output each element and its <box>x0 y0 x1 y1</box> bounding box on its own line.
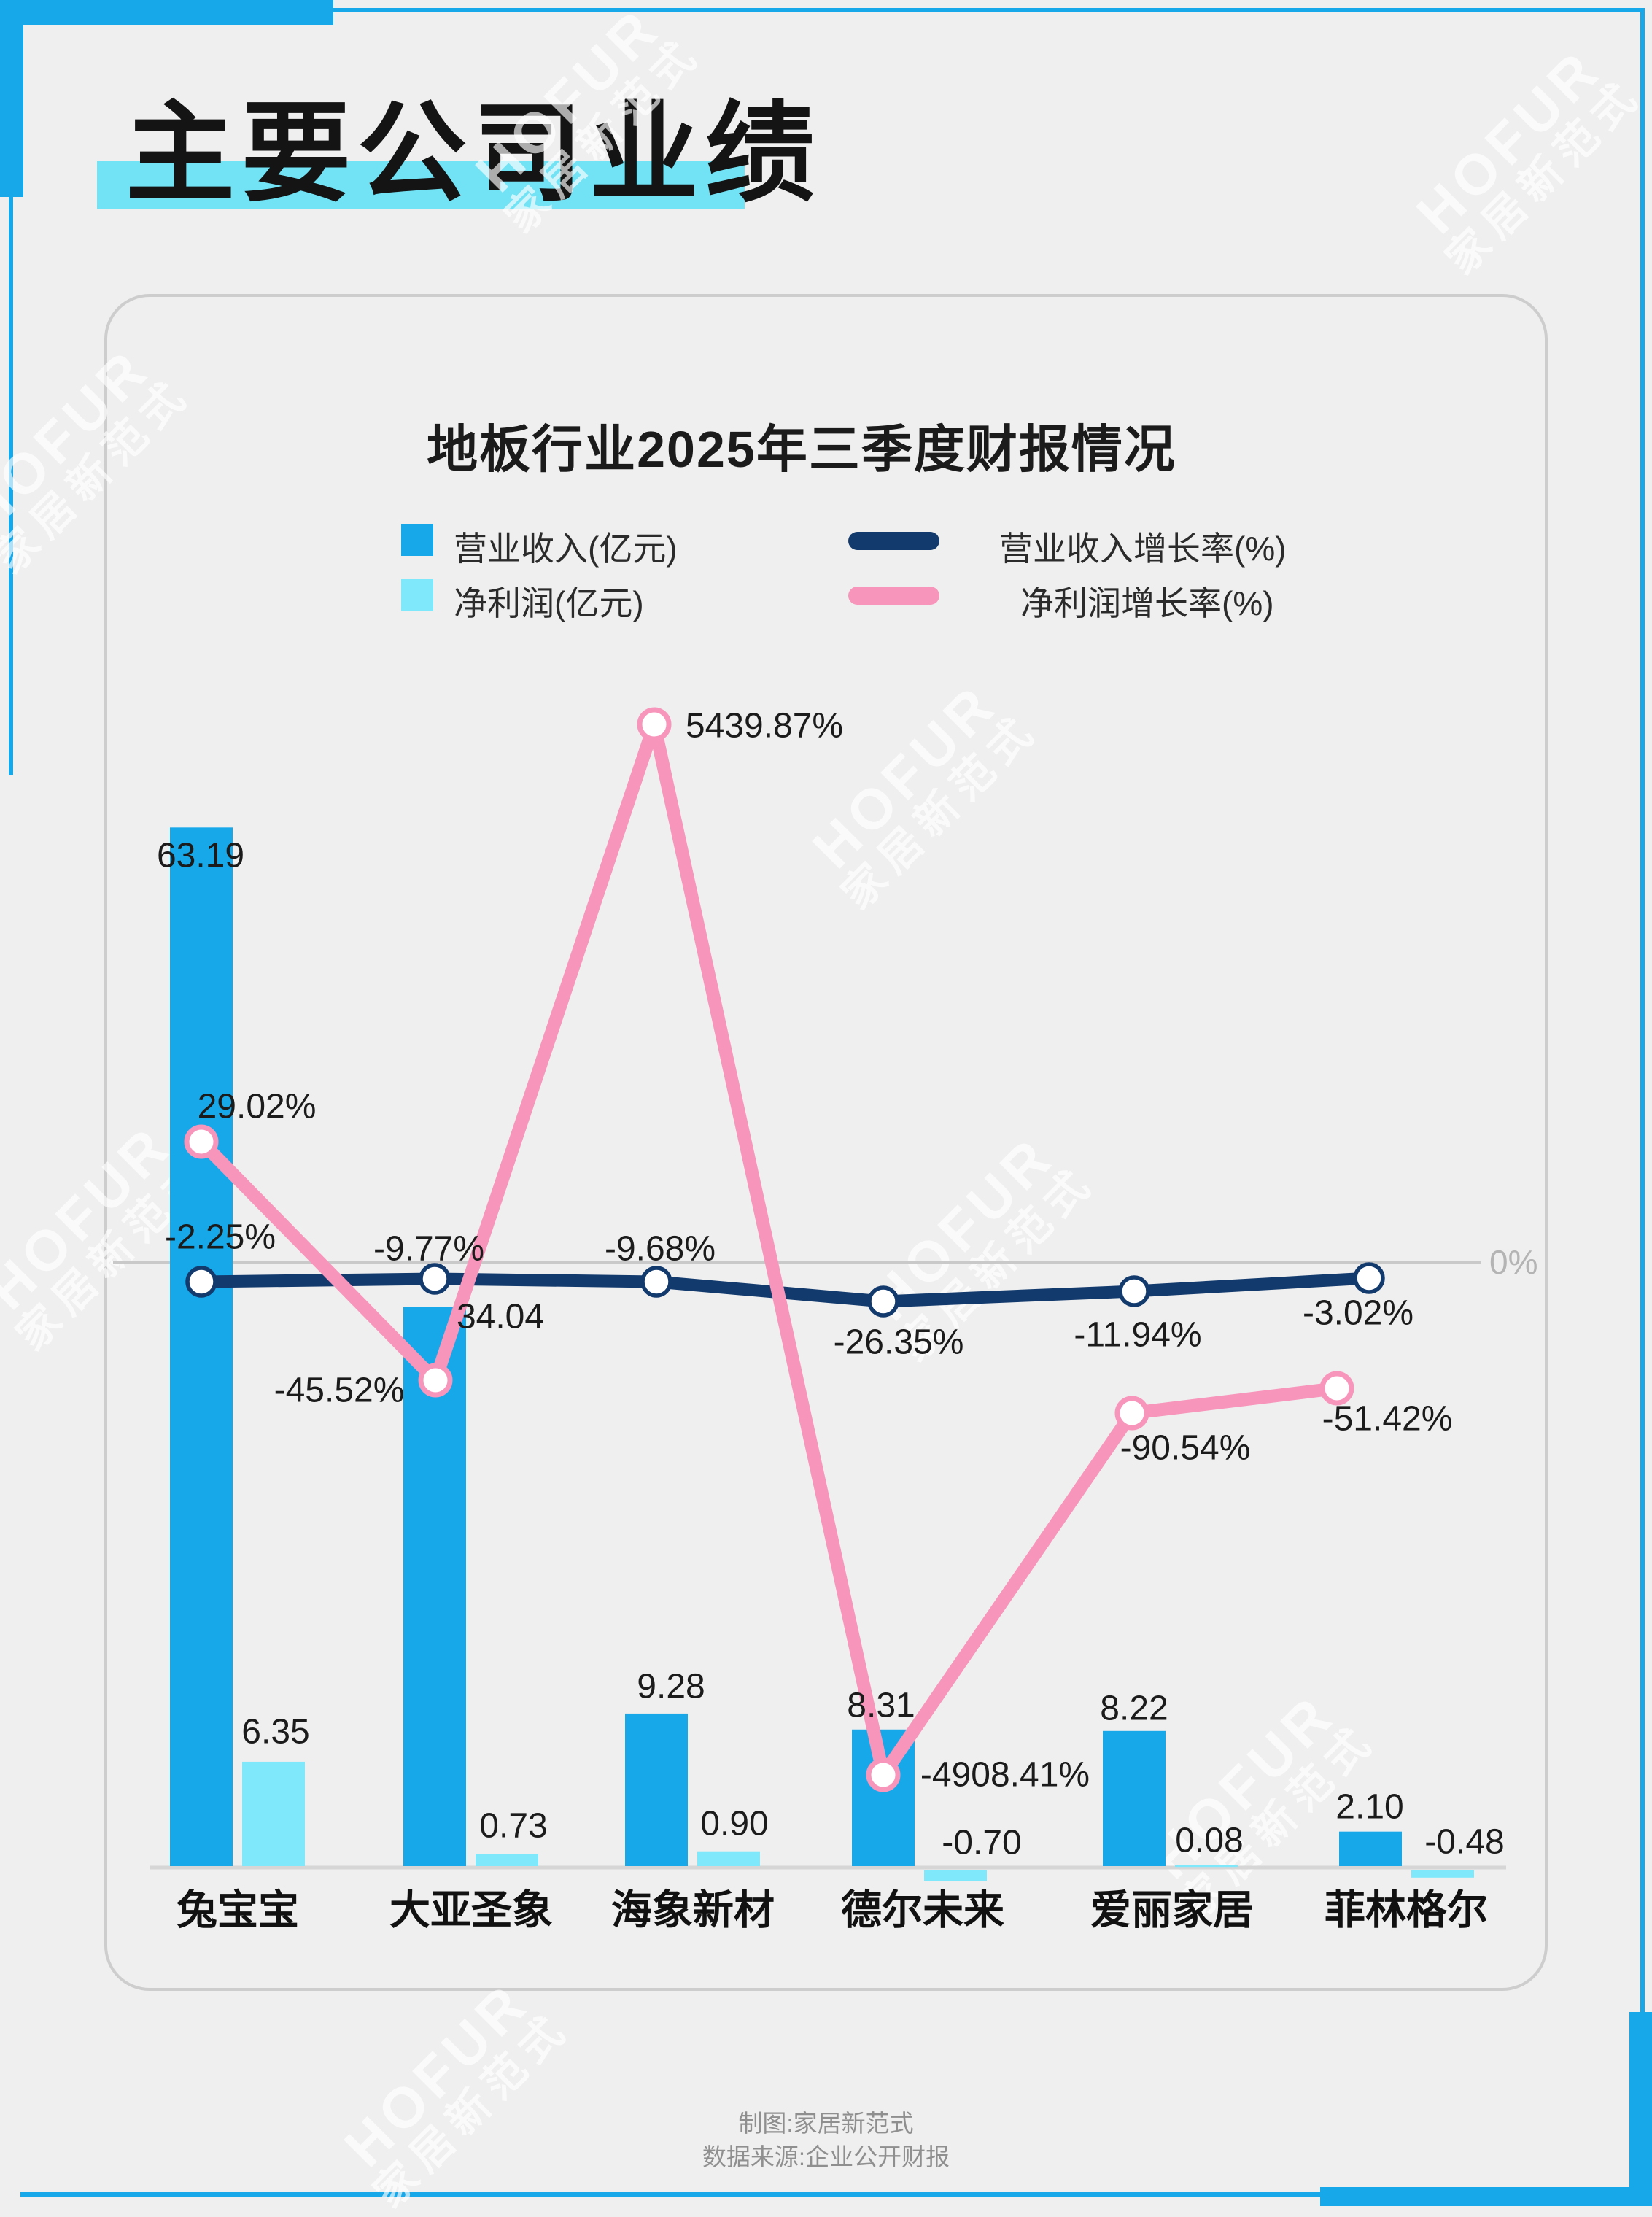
revenue-growth-label: -26.35% <box>834 1323 964 1362</box>
revenue-bar-label: 63.19 <box>157 837 244 875</box>
bottom-right-accent-bar <box>1320 2187 1652 2206</box>
category-label: 大亚圣象 <box>389 1887 553 1933</box>
profit-growth-label: -45.52% <box>274 1371 405 1410</box>
footer-source: 数据来源:企业公开财报 <box>702 2143 950 2170</box>
profit-bar-label: 0.73 <box>479 1807 547 1846</box>
revenue-growth-label: -9.77% <box>373 1230 484 1269</box>
profit-growth-marker <box>866 1757 901 1792</box>
zero-line-label: 0% <box>1489 1243 1537 1281</box>
revenue-growth-label: -9.68% <box>605 1230 716 1269</box>
profit-growth-label: -4908.41% <box>920 1756 1090 1795</box>
profit-growth-marker <box>637 707 672 742</box>
revenue-growth-marker <box>1118 1275 1150 1307</box>
revenue-bar <box>170 827 233 1866</box>
revenue-bar-label: 34.04 <box>457 1298 544 1336</box>
top-left-accent-bar <box>0 0 333 25</box>
profit-growth-marker <box>1319 1371 1354 1406</box>
revenue-bar <box>625 1713 688 1866</box>
revenue-bar-label: 8.31 <box>847 1687 915 1725</box>
revenue-growth-marker <box>1353 1262 1385 1294</box>
revenue-bar-label: 9.28 <box>637 1668 705 1706</box>
revenue-growth-line <box>195 1272 1376 1308</box>
profit-bar <box>242 1761 305 1866</box>
left-accent-bar <box>0 0 23 197</box>
legend-swatch-revenue-growth <box>848 532 939 550</box>
category-label: 兔宝宝 <box>177 1887 299 1933</box>
revenue-growth-marker <box>867 1285 899 1318</box>
left-accent-line <box>9 196 13 775</box>
profit-growth-label: 5439.87% <box>686 707 843 746</box>
profit-growth-line <box>195 718 1343 1781</box>
profit-bar-label: 0.90 <box>700 1805 768 1843</box>
page-title: 主要公司业绩 <box>125 92 822 214</box>
profit-bar <box>1411 1870 1474 1878</box>
revenue-bar <box>403 1307 466 1866</box>
category-label: 海象新材 <box>611 1887 775 1933</box>
category-label: 爱丽家居 <box>1090 1887 1254 1933</box>
legend-swatch-profit <box>401 579 433 611</box>
profit-growth-label: -90.54% <box>1120 1429 1251 1468</box>
chart-title: 地板行业2025年三季度财报情况 <box>427 421 1176 478</box>
footer-credit: 制图:家居新范式 <box>738 2110 914 2137</box>
title-highlight-bar <box>97 161 745 209</box>
profit-growth-label: -51.42% <box>1322 1400 1453 1439</box>
profit-growth-marker <box>184 1124 219 1159</box>
category-label: 德尔未来 <box>841 1887 1004 1933</box>
right-bottom-accent-bar <box>1629 2012 1652 2206</box>
right-accent-line <box>1640 8 1645 2014</box>
profit-bar-label: -0.48 <box>1424 1823 1504 1862</box>
profit-bar-label: 0.08 <box>1175 1822 1243 1860</box>
legend-label-revenue: 营业收入(亿元) <box>454 530 678 568</box>
legend-label-revenue-growth: 营业收入增长率(%) <box>999 530 1287 568</box>
revenue-growth-label: -3.02% <box>1303 1294 1413 1333</box>
revenue-growth-marker <box>640 1266 672 1298</box>
revenue-bar-label: 8.22 <box>1100 1690 1168 1728</box>
revenue-growth-marker <box>419 1263 451 1295</box>
profit-growth-label: 29.02% <box>198 1088 317 1126</box>
category-label: 菲林格尔 <box>1325 1887 1488 1933</box>
chart-card <box>104 294 1548 1991</box>
profit-bar <box>476 1854 538 1866</box>
revenue-growth-marker <box>185 1266 217 1298</box>
profit-bar <box>697 1851 760 1866</box>
profit-growth-marker <box>1114 1396 1149 1431</box>
profit-growth-marker <box>418 1363 453 1398</box>
legend-label-profit-growth: 净利润增长率(%) <box>1020 584 1274 622</box>
profit-bar-label: 6.35 <box>241 1713 309 1752</box>
legend-swatch-revenue <box>401 524 433 556</box>
legend-label-profit: 净利润(亿元) <box>454 584 644 622</box>
legend-swatch-profit-growth <box>848 587 939 605</box>
revenue-bar <box>1339 1831 1402 1866</box>
revenue-bar-label: 2.10 <box>1335 1788 1403 1827</box>
revenue-bar <box>1103 1730 1166 1866</box>
bottom-accent-line <box>20 2192 1322 2197</box>
revenue-growth-label: -11.94% <box>1074 1316 1201 1355</box>
top-accent-line <box>332 8 1645 12</box>
profit-bar-label: -0.70 <box>942 1824 1021 1862</box>
profit-bar <box>924 1870 987 1881</box>
revenue-growth-label: -2.25% <box>165 1218 276 1257</box>
profit-bar <box>1175 1865 1238 1868</box>
